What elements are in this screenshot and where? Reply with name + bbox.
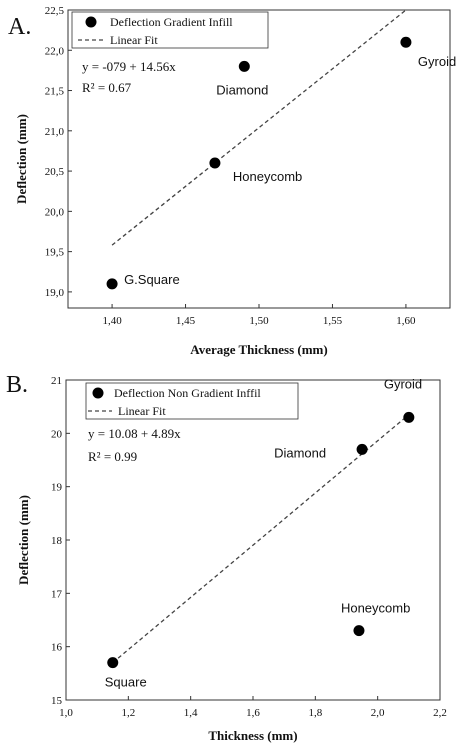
panel-a-legend-series: Deflection Gradient Infill xyxy=(110,15,233,29)
x-tick-label: 1,60 xyxy=(396,315,416,327)
data-point xyxy=(356,443,368,455)
panel-a-equation: y = -079 + 14.56x xyxy=(82,59,176,74)
panel-b-x-axis-title: Thickness (mm) xyxy=(208,728,297,743)
y-tick-label: 20 xyxy=(51,428,63,440)
y-tick-label: 15 xyxy=(51,695,63,707)
y-tick-label: 16 xyxy=(51,642,63,654)
panel-a-legend-marker xyxy=(85,16,97,28)
data-point xyxy=(209,157,221,169)
panel-b-legend-marker xyxy=(92,387,104,399)
panel-b-fit-line xyxy=(112,414,410,664)
panel-b-y-ticks: 15 16 17 18 19 20 21 xyxy=(51,375,70,707)
panel-b-point-labels: Square Honeycomb Diamond Gyroid xyxy=(105,376,422,689)
x-tick-label: 1,0 xyxy=(59,707,73,719)
y-tick-label: 19,5 xyxy=(45,247,65,259)
panel-a-label: A. xyxy=(8,14,31,40)
x-tick-label: 1,4 xyxy=(184,707,198,719)
y-tick-label: 18 xyxy=(51,535,63,547)
data-point-label: Diamond xyxy=(216,82,268,97)
panel-a-legend-fit: Linear Fit xyxy=(110,33,158,47)
x-tick-label: 1,55 xyxy=(323,315,343,327)
panel-b-legend-series: Deflection Non Gradient Inffil xyxy=(114,386,261,400)
data-point xyxy=(403,411,415,423)
data-point-label: Honeycomb xyxy=(341,601,410,616)
data-point xyxy=(238,60,250,72)
y-tick-label: 21,0 xyxy=(45,126,65,138)
y-tick-label: 20,5 xyxy=(45,166,65,178)
y-tick-label: 20,0 xyxy=(45,206,65,218)
panel-a-point-labels: G.Square Honeycomb Diamond Gyroid xyxy=(124,54,456,287)
panel-a-x-axis-title: Average Thickness (mm) xyxy=(190,342,327,357)
y-tick-label: 19,0 xyxy=(45,287,65,299)
y-tick-label: 17 xyxy=(51,588,63,600)
x-tick-label: 2,2 xyxy=(433,707,447,719)
x-tick-label: 1,40 xyxy=(102,315,122,327)
data-point-label: Gyroid xyxy=(418,54,456,69)
x-tick-label: 2,0 xyxy=(371,707,385,719)
panel-b-equation: y = 10.08 + 4.89x xyxy=(88,426,181,441)
y-tick-label: 21 xyxy=(51,375,62,387)
y-tick-label: 21,5 xyxy=(45,86,65,98)
panel-a-x-ticks: 1,40 1,45 1,50 1,55 1,60 xyxy=(102,304,416,327)
panel-a-points xyxy=(106,36,412,290)
panel-a: A. 19,0 19,5 20,0 20,5 21,0 21,5 22,0 22,5 1,40… xyxy=(8,5,456,357)
panel-b-x-ticks: 1,0 1,2 1,4 1,6 1,8 2,0 2,2 xyxy=(59,696,447,719)
panel-a-plot-frame xyxy=(67,9,451,309)
panel-a-r-squared: R² = 0.67 xyxy=(82,80,132,95)
y-tick-label: 19 xyxy=(51,482,63,494)
x-tick-label: 1,8 xyxy=(308,707,322,719)
panel-a-y-ticks: 19,0 19,5 20,0 20,5 21,0 21,5 22,0 22,5 xyxy=(45,5,72,299)
panel-b-label: B. xyxy=(6,372,28,398)
y-tick-label: 22,0 xyxy=(45,45,65,57)
panel-b-r-squared: R² = 0.99 xyxy=(88,449,137,464)
y-tick-label: 22,5 xyxy=(45,5,65,17)
data-point xyxy=(106,278,118,290)
panel-b-points xyxy=(107,411,415,669)
data-point-label: Diamond xyxy=(274,445,326,460)
panel-a-y-axis-title: Deflection (mm) xyxy=(14,114,29,204)
data-point xyxy=(400,36,412,48)
data-point xyxy=(107,657,119,669)
panel-b-y-axis-title: Deflection (mm) xyxy=(16,495,31,585)
panel-b-legend-box xyxy=(85,382,299,420)
x-tick-label: 1,50 xyxy=(249,315,269,327)
data-point-label: Gyroid xyxy=(384,376,422,391)
data-point xyxy=(353,625,365,637)
data-point-label: Honeycomb xyxy=(233,169,302,184)
x-tick-label: 1,45 xyxy=(176,315,196,327)
panel-a-legend-box xyxy=(71,11,269,49)
data-point-label: G.Square xyxy=(124,272,180,287)
panel-b-legend-fit: Linear Fit xyxy=(118,404,166,418)
x-tick-label: 1,6 xyxy=(246,707,260,719)
x-tick-label: 1,2 xyxy=(121,707,135,719)
data-point-label: Square xyxy=(105,675,147,690)
